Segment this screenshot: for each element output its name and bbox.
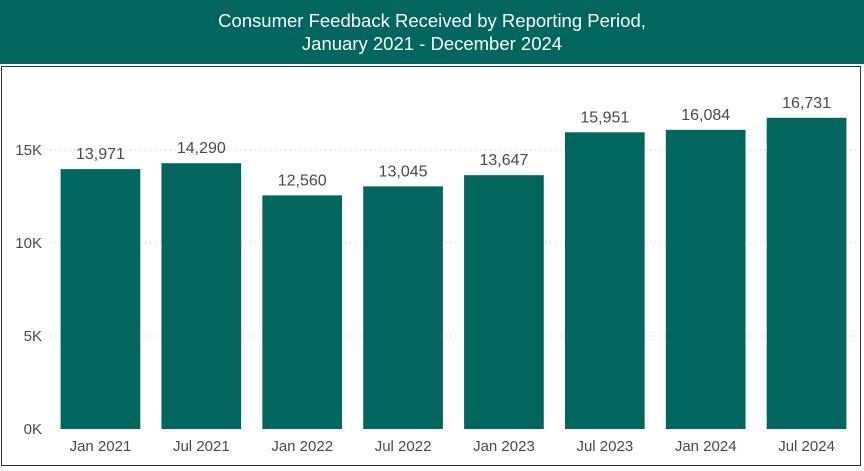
data-label: 13,971 <box>76 146 125 163</box>
data-label: 14,290 <box>177 140 226 157</box>
data-label: 16,731 <box>782 95 831 112</box>
bar <box>665 129 746 430</box>
x-tick-label: Jan 2022 <box>271 438 333 455</box>
bar <box>262 195 343 429</box>
bar <box>766 117 847 429</box>
x-tick-label: Jan 2023 <box>473 438 535 455</box>
x-tick-label: Jan 2021 <box>70 438 132 455</box>
x-tick-label: Jul 2022 <box>375 438 432 455</box>
bar-chart: 0K 5K 10K 15K 13,971 Jan 2021 14,290 Jul 2021 12… <box>15 95 857 455</box>
data-label: 15,951 <box>580 109 629 126</box>
x-tick-label: Jul 2023 <box>576 438 633 455</box>
data-label: 13,647 <box>479 152 528 169</box>
chart-title-line-2: January 2021 - December 2024 <box>301 33 563 54</box>
y-tick-label: 0K <box>24 421 42 438</box>
y-tick-label: 15K <box>15 142 42 159</box>
chart-title-line-1: Consumer Feedback Received by Reporting … <box>218 10 646 31</box>
chart-title-banner: Consumer Feedback Received by Reporting … <box>0 0 864 64</box>
x-tick-label: Jan 2024 <box>675 438 737 455</box>
x-tick-label: Jul 2024 <box>778 438 835 455</box>
bar <box>60 169 141 429</box>
chart-frame: 0K 5K 10K 15K 13,971 Jan 2021 14,290 Jul 2021 12… <box>1 66 861 466</box>
bar <box>464 175 544 429</box>
bar <box>161 163 242 429</box>
y-tick-label: 5K <box>24 328 42 345</box>
x-tick-label: Jul 2021 <box>173 438 230 455</box>
data-label: 12,560 <box>278 172 327 189</box>
data-label: 13,045 <box>379 163 428 180</box>
y-tick-label: 10K <box>15 235 42 252</box>
data-label: 16,084 <box>681 107 730 124</box>
bar <box>363 186 443 429</box>
bar <box>564 132 645 429</box>
